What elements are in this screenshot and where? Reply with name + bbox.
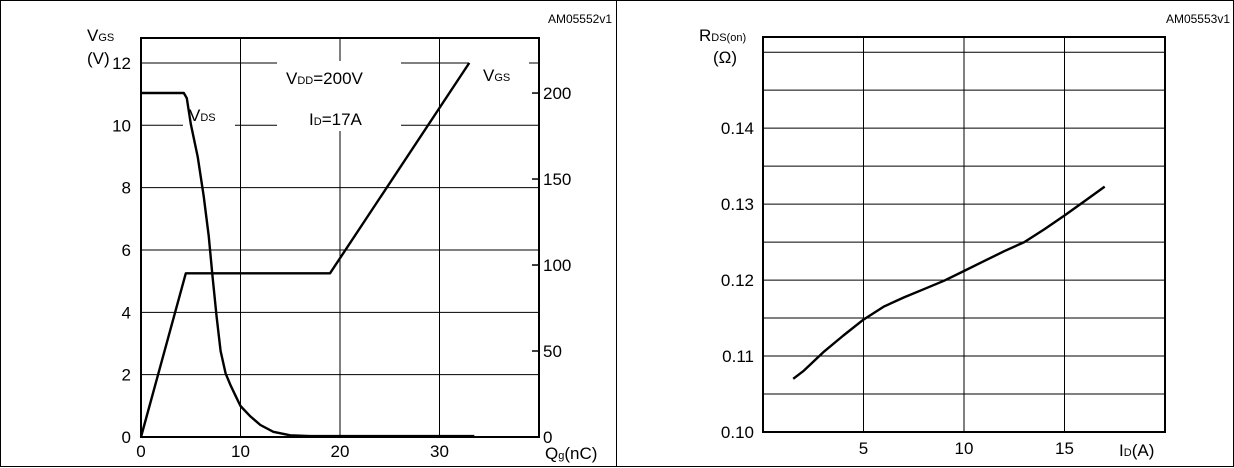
y-axis-label: VGS: [87, 26, 114, 45]
series-line-rds-on: [792, 185, 1106, 380]
series-line-vds: [141, 91, 475, 438]
y-right-tick-label: 100: [543, 256, 571, 275]
y-right-tick-label: 50: [543, 342, 562, 361]
plot-frame: [762, 36, 1166, 433]
gate-charge-chart: 0 10 20 30024681012050100150200AM05552v1VGS…: [87, 12, 612, 463]
y-left-tick-label: 10: [112, 116, 131, 135]
id-annotation: ID=17A: [309, 110, 363, 129]
id-annotation-sub: D: [314, 116, 322, 128]
series-group: [792, 185, 1106, 380]
x-axis-label-main: Q: [545, 444, 558, 463]
y-left-tick-label: 6: [122, 241, 131, 260]
vgs-series-label: VGS: [483, 66, 510, 85]
y-left-tick-label: 12: [112, 54, 131, 73]
x-axis-label: ID(A): [1119, 441, 1154, 460]
y-right-tick-label: 0: [543, 428, 552, 447]
y-right-tick-label: 200: [543, 84, 571, 103]
y-left-tick-label: 2: [122, 366, 131, 385]
y-axis-unit: (V): [87, 49, 110, 68]
vdd-annotation-sub: DD: [297, 75, 313, 87]
vds-series-label-sub: DS: [200, 112, 215, 124]
rds-on-chart: 5 10 15 0.10 0.11 0.12 0.13 0.14 AM05553v1 RDS(on…: [699, 12, 1230, 460]
x-axis-label-main: I: [1119, 441, 1124, 460]
y-axis-label-sub: DS(on): [711, 32, 746, 44]
y-tick-label: 0.12: [721, 271, 754, 290]
y-left-tick-label: 8: [122, 179, 131, 198]
x-axis-label-unit: (nC): [564, 444, 597, 463]
id-annotation-main: I: [309, 110, 314, 129]
x-tick-label: 10: [231, 442, 250, 461]
vdd-annotation-main: V: [286, 69, 298, 88]
y-axis-label: RDS(on): [699, 26, 746, 45]
vgs-series-label-main: V: [483, 66, 495, 85]
x-axis-label-sub: D: [1124, 447, 1132, 459]
x-tick-label: 0: [136, 442, 145, 461]
y-axis-unit: (Ω): [713, 48, 737, 67]
series-line-vgs: [139, 62, 471, 438]
annotation-background: [277, 61, 401, 131]
gridlines: [763, 37, 1165, 432]
y-axis-label-main: V: [87, 26, 99, 45]
x-tick-label: 10: [955, 439, 974, 458]
vdd-annotation: VDD=200V: [286, 69, 364, 88]
y-tick-label: 0.10: [721, 423, 754, 442]
gate-charge-chart-panel: 0 10 20 30 0 2 4 6 8 10 12 0 50 100 150 200 AM05552v1 VGS…: [0, 0, 617, 467]
reference-code: AM05552v1: [548, 12, 612, 26]
id-annotation-rest: =17A: [322, 110, 363, 129]
x-axis-label-unit: (A): [1132, 441, 1155, 460]
vds-series-label-main: V: [189, 106, 201, 125]
vds-series-label: VDS: [189, 106, 216, 125]
y-axis-label-sub: GS: [98, 32, 114, 44]
vgs-series-label-sub: GS: [494, 72, 510, 84]
y-right-tick-label: 150: [543, 170, 571, 189]
series-group: [139, 62, 475, 438]
y-left-tick-label: 0: [122, 428, 131, 447]
reference-code: AM05553v1: [1166, 12, 1230, 26]
x-axis-label-sub: g: [558, 450, 564, 462]
x-tick-label: 20: [331, 442, 350, 461]
x-axis-label: Qg(nC): [545, 444, 597, 463]
vdd-annotation-rest: =200V: [313, 69, 363, 88]
y-left-tick-label: 4: [122, 303, 131, 322]
vgs-label-background: [469, 59, 529, 93]
rds-on-chart-panel: 5 10 15 0.10 0.11 0.12 0.13 0.14 AM05553v1 RDS(on…: [616, 0, 1234, 467]
x-tick-label: 15: [1055, 439, 1074, 458]
y-tick-label: 0.14: [721, 119, 754, 138]
y-axis-label-main: R: [699, 26, 711, 45]
y-tick-label: 0.11: [722, 347, 754, 366]
x-tick-label: 30: [430, 442, 449, 461]
y-tick-label: 0.13: [721, 195, 754, 214]
x-tick-label: 5: [859, 439, 868, 458]
